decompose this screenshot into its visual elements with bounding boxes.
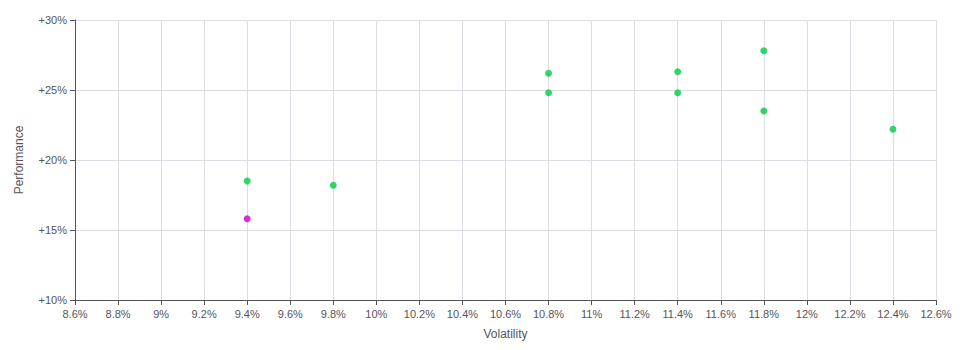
- svg-text:12.6%: 12.6%: [920, 308, 951, 320]
- svg-text:11.4%: 11.4%: [663, 308, 694, 320]
- svg-text:9.8%: 9.8%: [321, 308, 346, 320]
- svg-text:+10%: +10%: [39, 294, 68, 306]
- svg-text:12.2%: 12.2%: [834, 308, 865, 320]
- svg-text:11.2%: 11.2%: [619, 308, 650, 320]
- svg-text:+20%: +20%: [39, 154, 68, 166]
- svg-text:11.6%: 11.6%: [706, 308, 737, 320]
- svg-text:10.2%: 10.2%: [404, 308, 435, 320]
- svg-text:Volatility: Volatility: [483, 327, 527, 341]
- svg-text:10.6%: 10.6%: [490, 308, 521, 320]
- svg-text:+30%: +30%: [39, 14, 68, 26]
- svg-text:Performance: Performance: [12, 125, 26, 194]
- svg-text:8.8%: 8.8%: [106, 308, 131, 320]
- svg-text:11.8%: 11.8%: [749, 308, 780, 320]
- svg-text:11%: 11%: [581, 308, 602, 320]
- svg-text:+25%: +25%: [39, 84, 68, 96]
- svg-text:10%: 10%: [365, 308, 387, 320]
- svg-text:9%: 9%: [153, 308, 169, 320]
- svg-text:9.4%: 9.4%: [235, 308, 260, 320]
- svg-text:10.4%: 10.4%: [447, 308, 478, 320]
- svg-text:12%: 12%: [796, 308, 818, 320]
- svg-text:9.6%: 9.6%: [278, 308, 303, 320]
- svg-text:8.6%: 8.6%: [62, 308, 87, 320]
- svg-text:10.8%: 10.8%: [533, 308, 564, 320]
- svg-text:9.2%: 9.2%: [192, 308, 217, 320]
- svg-text:12.4%: 12.4%: [877, 308, 908, 320]
- svg-text:+15%: +15%: [39, 224, 68, 236]
